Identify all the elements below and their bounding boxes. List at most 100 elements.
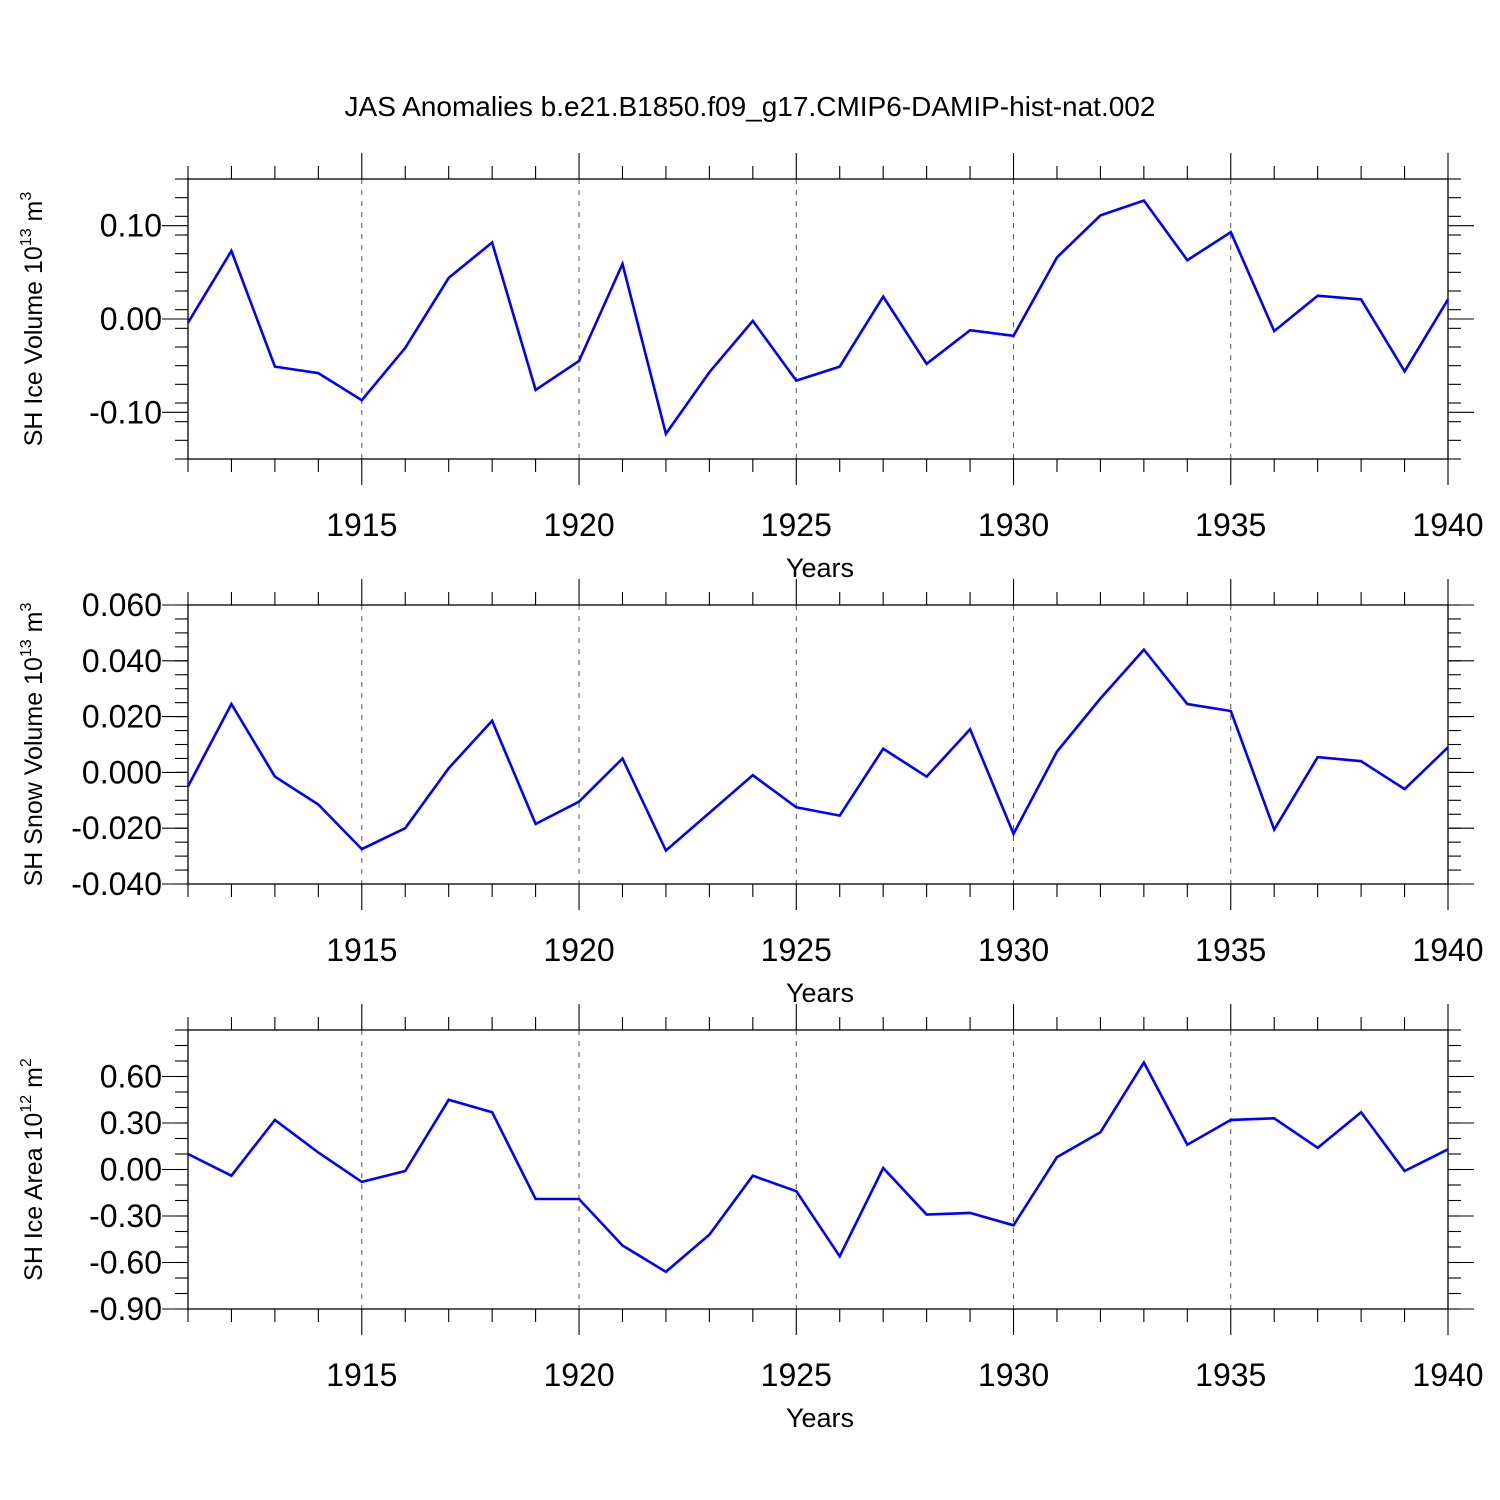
panel-ice-area: -0.90 -0.60 -0.30 0.00 0.30 0.60 1915 1920 1925 1…: [18, 1004, 1484, 1433]
y-tick-label: 0.00: [100, 1152, 162, 1188]
data-point: [534, 388, 538, 392]
y-axis-label-exp: 13: [18, 228, 35, 246]
x-tick-label: 1935: [1195, 932, 1266, 968]
data-point: [925, 775, 929, 779]
y-axis-label-unit-exp: 3: [18, 192, 35, 201]
data-point: [664, 849, 668, 853]
y-tick-label: 0.60: [100, 1059, 162, 1095]
data-point: [1185, 258, 1189, 262]
y-axis-label-main: SH Ice Area 10: [20, 1113, 48, 1281]
data-point: [360, 1180, 364, 1184]
y-tick-label: 0.000: [82, 754, 162, 790]
y-tick-label: 0.020: [82, 699, 162, 735]
series-line-snow-volume: [186, 647, 1449, 853]
data-point: [968, 328, 972, 332]
y-axis-label: SH Snow Volume 1013 m3: [18, 603, 48, 887]
data-point: [925, 362, 929, 366]
data-point: [186, 321, 190, 325]
data-point: [273, 775, 277, 779]
data-point: [925, 1212, 929, 1216]
data-point: [1359, 759, 1363, 763]
y-tick-label: 0.060: [82, 587, 162, 623]
x-tick-label: 1925: [761, 507, 832, 543]
series-line-ice-volume: [186, 198, 1450, 437]
y-tick-label: -0.040: [71, 866, 162, 902]
data-point: [1359, 297, 1363, 301]
data-point: [1229, 709, 1233, 713]
y-tick-label: -0.60: [89, 1245, 162, 1281]
x-tick-label: 1915: [326, 507, 397, 543]
data-point: [273, 1118, 277, 1122]
x-tick-label: 1935: [1195, 1357, 1266, 1393]
data-point: [360, 398, 364, 402]
x-tick-label: 1925: [761, 932, 832, 968]
data-point: [403, 346, 407, 350]
x-axis-label: Years: [786, 978, 854, 1008]
x-tick-label: 1915: [326, 932, 397, 968]
x-tick-label: 1915: [326, 1357, 397, 1393]
data-point: [1055, 255, 1059, 259]
data-point: [1229, 230, 1233, 234]
y-tick-label: -0.90: [89, 1291, 162, 1327]
data-point: [1272, 1116, 1276, 1120]
plot-frame: [187, 178, 1449, 460]
panel-snow-volume: -0.040 -0.020 0.000 0.020 0.040 0.060 1915 1920…: [18, 579, 1484, 1008]
data-point: [447, 766, 451, 770]
data-point: [664, 1270, 668, 1274]
data-point: [881, 1166, 885, 1170]
y-tick-label: 0.040: [82, 643, 162, 679]
data-point: [838, 814, 842, 818]
data-point: [838, 365, 842, 369]
x-tick-label: 1925: [761, 1357, 832, 1393]
y-axis-label: SH Ice Volume 1013 m3: [18, 192, 48, 447]
x-tick-label: 1930: [978, 1357, 1049, 1393]
data-point: [1098, 696, 1102, 700]
data-point: [751, 773, 755, 777]
data-point: [1055, 749, 1059, 753]
panel-ice-volume: -0.10 0.00 0.10 1915 1920 1925 1930 1935 1940 Yea…: [18, 153, 1484, 583]
x-tick-label: 1935: [1195, 507, 1266, 543]
data-point: [751, 1174, 755, 1178]
data-point: [1403, 1169, 1407, 1173]
data-point: [1272, 329, 1276, 333]
data-point: [1142, 648, 1146, 652]
x-tick-label: 1940: [1412, 1357, 1483, 1393]
y-tick-label: -0.30: [89, 1198, 162, 1234]
data-point: [316, 371, 320, 375]
data-point: [577, 800, 581, 804]
data-point: [1316, 755, 1320, 759]
data-point: [490, 1110, 494, 1114]
data-point: [707, 370, 711, 374]
data-point: [794, 1189, 798, 1193]
data-point: [1012, 832, 1016, 836]
data-point: [186, 784, 190, 788]
data-point: [534, 822, 538, 826]
x-axis-label: Years: [786, 1403, 854, 1433]
data-point: [490, 240, 494, 244]
data-point: [1055, 1155, 1059, 1159]
data-point: [794, 379, 798, 383]
data-point: [794, 805, 798, 809]
data-point: [403, 826, 407, 830]
x-tick-label: 1920: [543, 932, 614, 968]
data-point: [1403, 787, 1407, 791]
data-point: [751, 319, 755, 323]
figure-title: JAS Anomalies b.e21.B1850.f09_g17.CMIP6-…: [345, 91, 1156, 122]
data-point: [229, 1174, 233, 1178]
data-point: [316, 1150, 320, 1154]
data-point: [1185, 1143, 1189, 1147]
data-point: [577, 359, 581, 363]
data-point: [1272, 828, 1276, 832]
x-tick-label: 1940: [1412, 932, 1483, 968]
data-point: [447, 276, 451, 280]
y-axis-label-unit: m: [20, 612, 48, 640]
data-point: [1098, 1130, 1102, 1134]
data-point: [577, 1197, 581, 1201]
data-point: [447, 1098, 451, 1102]
y-tick-label: -0.10: [89, 394, 162, 430]
y-axis-label-unit-exp: 2: [18, 1058, 35, 1067]
data-point: [360, 847, 364, 851]
data-point: [620, 756, 624, 760]
data-point: [1229, 1118, 1233, 1122]
y-tick-label: 0.10: [100, 208, 162, 244]
